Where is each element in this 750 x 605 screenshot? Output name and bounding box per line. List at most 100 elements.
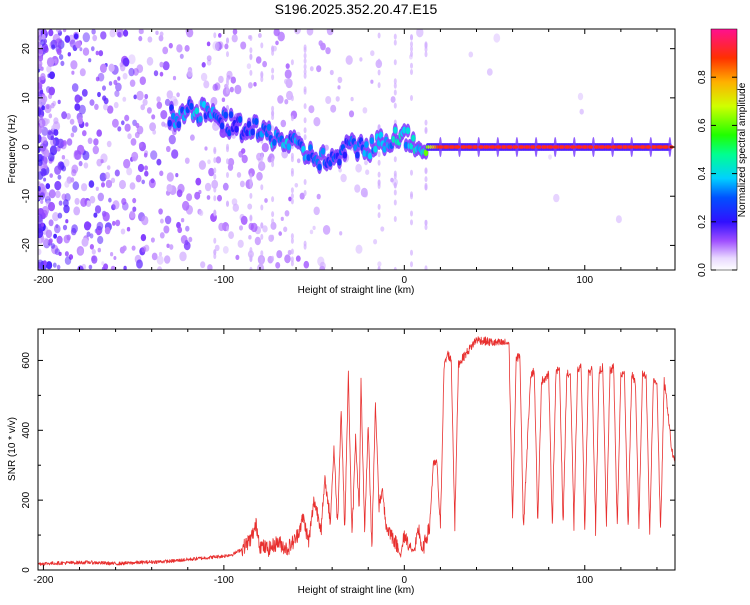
heatmap-cell <box>254 118 259 125</box>
heatmap-cell <box>303 127 307 134</box>
heatmap-cell <box>212 41 220 51</box>
heatmap-cell <box>110 265 116 270</box>
heatmap-cell <box>241 148 246 154</box>
heatmap-cell <box>82 47 90 56</box>
heatmap-cell <box>176 189 183 198</box>
heatmap-cell <box>296 158 301 164</box>
heatmap-cell <box>213 195 217 202</box>
heatmap-cell <box>70 60 78 70</box>
heatmap-cell <box>337 76 343 84</box>
heatmap-cell <box>70 132 75 138</box>
heatmap-cell <box>303 117 307 124</box>
heatmap-cell <box>378 131 384 139</box>
heatmap-cell <box>88 180 95 188</box>
heatmap-cell <box>106 165 111 171</box>
heatmap-cell <box>284 69 292 79</box>
heatmap-cell <box>80 197 88 207</box>
heatmap-cell <box>377 32 381 39</box>
heatmap-cell <box>77 265 84 270</box>
heatmap-cell <box>303 72 307 79</box>
heatmap-cell <box>115 82 122 92</box>
heatmap-cell <box>124 123 131 132</box>
heatmap-cell <box>249 54 253 61</box>
heatmap-cell <box>89 233 94 239</box>
heatmap-cell <box>232 29 238 35</box>
heatmap-cell <box>350 96 354 102</box>
heatmap-cell <box>56 48 62 55</box>
heatmap-cell <box>290 237 294 244</box>
heatmap-cell <box>247 250 254 259</box>
heatmap-cell <box>342 151 347 159</box>
heatmap-cell <box>228 111 234 119</box>
heatmap-cell <box>156 158 162 166</box>
heatmap-cell <box>86 231 91 237</box>
heatmap-cell <box>166 90 173 99</box>
heatmap-cell <box>226 172 229 178</box>
heatmap-cell <box>241 154 248 164</box>
heatmap-cell <box>91 255 98 264</box>
heatmap-cell <box>50 138 56 147</box>
heatmap-cell <box>337 85 341 90</box>
heatmap-cell <box>260 260 264 267</box>
heatmap-cell <box>484 145 490 149</box>
heatmap-cell <box>129 182 136 190</box>
heatmap-cell <box>78 104 86 115</box>
heatmap-cell <box>158 35 164 42</box>
heatmap-cell <box>63 234 70 244</box>
heatmap-cell <box>284 78 288 85</box>
x-tick-label: -100 <box>214 275 234 286</box>
heatmap-cell <box>530 145 536 149</box>
heatmap-cell <box>203 80 210 89</box>
heatmap-cell <box>262 60 267 68</box>
heatmap-cell <box>38 213 43 223</box>
heatmap-cell <box>102 211 110 222</box>
heatmap-cell <box>628 145 634 149</box>
heatmap-cell <box>108 197 112 203</box>
heatmap-cell <box>114 169 120 177</box>
heatmap-cell <box>260 222 264 229</box>
heatmap-cell <box>81 237 89 247</box>
heatmap-cell <box>367 152 373 160</box>
heatmap-cell <box>38 48 43 55</box>
heatmap-cell <box>355 151 360 159</box>
heatmap-cell <box>164 255 171 264</box>
heatmap-cell <box>206 59 212 66</box>
heatmap-cell <box>38 60 43 68</box>
heatmap-cell <box>121 120 125 126</box>
heatmap-cell <box>74 94 81 103</box>
heatmap-cell <box>348 110 355 118</box>
heatmap-cell <box>130 138 137 146</box>
heatmap-cell <box>377 159 381 166</box>
heatmap-cell <box>377 179 381 186</box>
heatmap-cell <box>226 158 229 165</box>
heatmap-cell <box>219 122 225 130</box>
heatmap-cell <box>99 63 107 73</box>
heatmap-cell <box>51 44 56 50</box>
heatmap-cell <box>287 249 292 256</box>
heatmap-cell <box>149 122 157 132</box>
heatmap-cell <box>303 63 307 70</box>
heatmap-cell <box>260 155 264 162</box>
heatmap-cell <box>113 79 118 86</box>
heatmap-cell <box>89 244 94 250</box>
heatmap-cell <box>249 266 253 270</box>
heatmap-cell <box>570 145 576 149</box>
heatmap-cell <box>79 68 86 77</box>
heatmap-cell <box>355 163 362 173</box>
heatmap-cell <box>153 70 159 77</box>
heatmap-cell <box>50 243 56 249</box>
heatmap-cell <box>303 134 307 141</box>
heatmap-cell <box>85 200 92 208</box>
heatmap-cell <box>62 224 68 231</box>
heatmap-cell <box>150 150 158 160</box>
heatmap-cell <box>166 184 173 192</box>
heatmap-cell <box>110 177 116 184</box>
heatmap-cell <box>345 55 353 65</box>
heatmap-cell <box>38 164 41 172</box>
snr-y-axis-label: SNR (10 * v/v) <box>7 417 18 481</box>
heatmap-cell <box>424 265 428 270</box>
heatmap-cell <box>309 229 314 235</box>
heatmap-cell <box>290 187 294 194</box>
heatmap-cell <box>123 29 129 37</box>
